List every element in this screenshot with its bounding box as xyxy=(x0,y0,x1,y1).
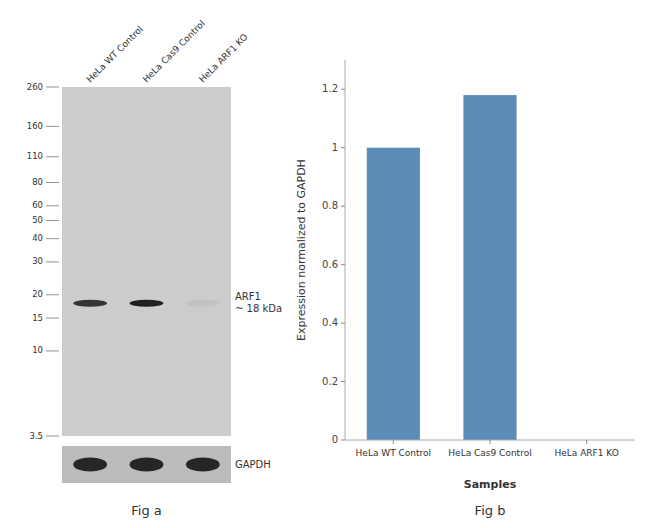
mw-tick xyxy=(46,156,59,157)
y-tick-label: 0.8 xyxy=(322,200,338,211)
x-tick xyxy=(586,440,587,444)
loading-band xyxy=(186,457,220,471)
y-tick xyxy=(341,147,345,148)
mw-tick xyxy=(46,318,59,319)
y-tick xyxy=(341,89,345,90)
band xyxy=(73,300,107,307)
panel-title: Fig b xyxy=(475,503,506,518)
mw-tick xyxy=(46,182,59,183)
y-tick-label: 0.6 xyxy=(322,259,338,270)
lane-label: HeLa WT Control xyxy=(85,24,145,84)
mw-label: 80 xyxy=(32,177,43,187)
mw-label: 10 xyxy=(32,345,43,355)
mw-label: 260 xyxy=(27,82,43,92)
y-tick-label: 1.2 xyxy=(322,83,338,94)
x-axis-label: Samples xyxy=(464,478,517,491)
y-tick xyxy=(341,381,345,382)
y-tick-label: 0 xyxy=(332,434,338,445)
x-tick xyxy=(490,440,491,444)
mw-tick xyxy=(46,205,59,206)
x-tick-label: HeLa WT Control xyxy=(356,448,432,458)
mw-label: 15 xyxy=(32,313,43,323)
loading-strip xyxy=(62,446,231,483)
panel-title: Fig a xyxy=(131,503,162,518)
y-tick-label: 1 xyxy=(332,142,338,153)
loading-band xyxy=(73,457,107,471)
y-tick xyxy=(341,440,345,441)
y-axis-label: Expression normalized to GAPDH xyxy=(295,159,308,341)
mw-label: 30 xyxy=(32,256,43,266)
y-tick-label: 0.2 xyxy=(322,376,338,387)
y-axis xyxy=(345,60,346,440)
x-tick-label: HeLa Cas9 Control xyxy=(448,448,531,458)
mw-label: 3.5 xyxy=(29,431,43,441)
loading-band xyxy=(130,457,164,471)
mw-label: 60 xyxy=(32,200,43,210)
strip-label: GAPDH xyxy=(235,459,271,470)
mw-tick xyxy=(46,126,59,127)
mw-tick xyxy=(46,436,59,437)
mw-tick xyxy=(46,261,59,262)
mw-label: 50 xyxy=(32,215,43,225)
mw-label: 20 xyxy=(32,289,43,299)
mw-tick xyxy=(46,350,59,351)
x-tick-label: HeLa ARF1 KO xyxy=(554,448,618,458)
y-tick xyxy=(341,206,345,207)
y-tick xyxy=(341,264,345,265)
bar-panel: 0 0.2 0.4 0.6 0.8 1 1.2 HeLa WT Control HeLa Cas… xyxy=(295,60,635,518)
lane-label: HeLa ARF1 KO xyxy=(197,32,250,85)
blot-panel: 260 160 110 80 60 50 40 30 20 15 10 3.5 HeLa WT Cont… xyxy=(27,18,282,518)
bars xyxy=(367,95,517,440)
bar xyxy=(463,95,516,440)
mw-tick xyxy=(46,294,59,295)
x-tick xyxy=(393,440,394,444)
y-tick xyxy=(341,323,345,324)
bar xyxy=(367,148,420,440)
mw-tick xyxy=(46,238,59,239)
text-line: ARF1 xyxy=(235,291,261,302)
y-tick-label: 0.4 xyxy=(322,317,338,328)
mw-label: 160 xyxy=(27,121,43,131)
figure: 26016011080605040302015103.5HeLa WT Cont… xyxy=(0,0,650,528)
text-line: ~ 18 kDa xyxy=(235,303,282,314)
band-label: ARF1~ 18 kDa xyxy=(235,291,282,314)
band xyxy=(130,300,164,307)
mw-label: 110 xyxy=(27,151,43,161)
mw-label: 40 xyxy=(32,233,43,243)
mw-tick xyxy=(46,220,59,221)
mw-tick xyxy=(46,87,59,88)
lane-label: HeLa Cas9 Control xyxy=(141,18,207,84)
band xyxy=(186,300,220,307)
gel xyxy=(62,87,231,436)
